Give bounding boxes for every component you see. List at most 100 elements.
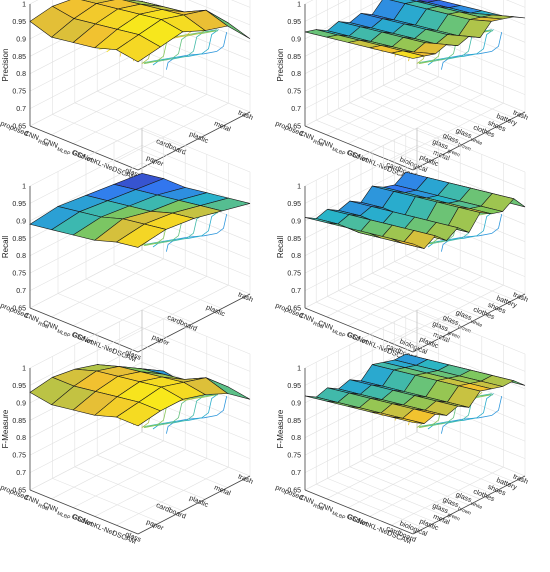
- category-gridline: [74, 466, 183, 512]
- surface-patch: [115, 223, 167, 248]
- z-axis-label: F-Measure: [276, 409, 285, 448]
- category-gridline: [405, 73, 514, 119]
- z-gridline: [506, 0, 526, 8]
- category-gridline: [416, 249, 526, 295]
- categories-axis: [137, 111, 251, 171]
- z-tick-label: 0.7: [16, 288, 26, 295]
- category-gridline: [394, 443, 503, 488]
- labels: 0.650.70.750.80.850.90.951PrecisionDSCAM…: [274, 2, 529, 182]
- contour-line: [441, 32, 503, 70]
- z-gridline: [141, 50, 251, 95]
- z-tick-label: 0.7: [16, 106, 26, 113]
- category-gridline: [97, 90, 206, 136]
- trashnet-precision-surface-chart: 0.650.70.750.80.850.90.951PrecisionDSCAM…: [0, 0, 254, 182]
- z-tick-label: 0.85: [12, 236, 26, 243]
- z-tick-label: 1: [297, 184, 301, 191]
- hgcd-f-measure-surface-chart: 0.650.70.750.80.850.90.951F-MeasureDSCAM…: [274, 309, 529, 546]
- z-tick-label: 0.85: [287, 54, 301, 61]
- z-tick-label: 0.9: [16, 218, 26, 225]
- z-tick-label: 0.95: [12, 383, 26, 390]
- method-label-gcnet: GCNet: [346, 332, 369, 347]
- axes: [304, 128, 526, 353]
- z-tick-label: 0.85: [12, 418, 26, 425]
- category-gridline: [316, 301, 425, 347]
- z-axis-label: Precision: [276, 49, 285, 82]
- method-label-gcnet: GCNet: [71, 332, 94, 347]
- category-label-trash: trash: [237, 109, 254, 121]
- z-tick-label: 0.65: [287, 488, 301, 495]
- method-gridline: [73, 85, 186, 144]
- methods-axis: [29, 489, 139, 535]
- contour-line: [166, 214, 228, 252]
- category-gridline: [85, 278, 195, 324]
- category-gridline: [141, 249, 251, 295]
- method-gridline: [116, 102, 229, 162]
- z-tick-label: 0.95: [287, 19, 301, 26]
- z-tick-label: 0.65: [12, 306, 26, 313]
- category-gridline: [394, 261, 503, 306]
- category-gridline: [372, 454, 481, 500]
- z-tick-label: 0.9: [16, 400, 26, 407]
- categories-axis: [412, 293, 526, 353]
- z-gridline: [416, 327, 526, 372]
- z-tick-label: 0.9: [16, 36, 26, 43]
- method-label-gcnet: GCNet: [71, 514, 94, 529]
- category-label-paper: paper: [145, 519, 165, 533]
- z-gridline: [416, 232, 526, 277]
- z-axis-label: Precision: [1, 49, 10, 82]
- z-gridline: [29, 327, 143, 386]
- categories-axis: [412, 111, 526, 171]
- z-tick-label: 0.7: [291, 106, 301, 113]
- z-gridline: [416, 414, 526, 459]
- z-tick-label: 0.8: [16, 253, 26, 260]
- z-tick-label: 0.95: [287, 383, 301, 390]
- category-gridline: [383, 267, 492, 312]
- categories-axis: [137, 475, 251, 535]
- z-tick-label: 0.75: [287, 453, 301, 460]
- category-label-paper: paper: [145, 155, 165, 169]
- z-tick-label: 0.75: [287, 271, 301, 278]
- z-gridline: [416, 145, 526, 190]
- categories-axis: [412, 475, 526, 535]
- z-gridline: [29, 309, 143, 369]
- surface: [29, 172, 251, 248]
- z-tick-label: 0.8: [291, 253, 301, 260]
- hgcd-precision-surface-chart: 0.650.70.750.80.850.90.951PrecisionDSCAM…: [274, 0, 529, 182]
- z-gridline: [416, 127, 526, 173]
- category-gridline: [338, 108, 447, 153]
- methods-axis: [304, 307, 414, 353]
- category-gridline: [360, 278, 470, 324]
- z-tick-label: 1: [22, 184, 26, 191]
- category-gridline: [372, 90, 481, 136]
- category-gridline: [119, 443, 228, 488]
- z-gridline: [141, 327, 251, 372]
- category-gridline: [349, 466, 458, 512]
- method-gridline: [29, 67, 143, 127]
- surface-patch: [115, 34, 161, 63]
- category-gridline: [349, 102, 458, 148]
- category-gridline: [372, 272, 481, 318]
- z-tick-label: 0.65: [287, 124, 301, 131]
- category-gridline: [327, 478, 436, 523]
- methods-axis: [29, 307, 139, 353]
- z-tick-label: 0.7: [291, 470, 301, 477]
- z-tick-label: 0.8: [291, 71, 301, 78]
- category-gridline: [316, 119, 425, 165]
- z-gridline: [231, 0, 251, 8]
- category-label-plastic: plastic: [188, 495, 209, 509]
- z-gridline: [141, 145, 251, 190]
- category-gridline: [416, 67, 526, 113]
- surface-patch: [391, 50, 425, 59]
- category-label-trash: trash: [237, 291, 254, 303]
- contour-line: [166, 396, 228, 434]
- z-tick-label: 0.65: [287, 306, 301, 313]
- z-tick-label: 1: [297, 2, 301, 9]
- surface: [29, 0, 251, 63]
- z-tick-label: 0.8: [16, 71, 26, 78]
- method-label-gcnet: GCNet: [346, 514, 369, 529]
- z-tick-label: 0.65: [12, 488, 26, 495]
- z-tick-label: 1: [22, 366, 26, 373]
- z-tick-label: 0.85: [287, 418, 301, 425]
- surface: [304, 353, 526, 424]
- category-gridline: [338, 472, 447, 517]
